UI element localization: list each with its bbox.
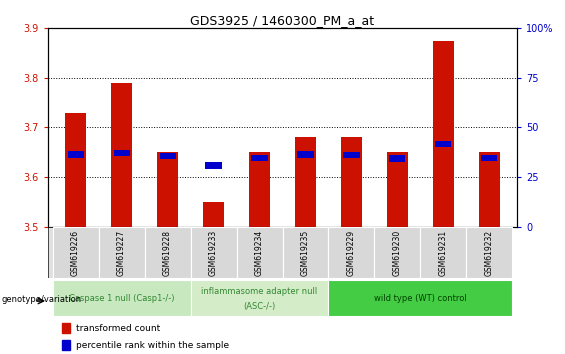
Text: GSM619235: GSM619235 [301, 230, 310, 276]
Bar [466, 227, 512, 278]
Bar [341, 137, 362, 227]
Text: Caspase 1 null (Casp1-/-): Caspase 1 null (Casp1-/-) [69, 294, 175, 303]
Bar [344, 152, 359, 158]
Text: GSM619230: GSM619230 [393, 230, 402, 276]
Bar [111, 83, 132, 227]
Bar [249, 152, 270, 227]
Bar [145, 227, 190, 278]
Text: transformed count: transformed count [76, 324, 160, 333]
Bar [206, 162, 221, 169]
Text: wild type (WT) control: wild type (WT) control [374, 294, 467, 303]
Bar [375, 227, 420, 278]
Bar [99, 227, 145, 278]
Text: GSM619227: GSM619227 [117, 230, 126, 276]
Text: (ASC-/-): (ASC-/-) [244, 302, 276, 311]
Text: percentile rank within the sample: percentile rank within the sample [76, 341, 229, 350]
Bar [203, 202, 224, 227]
Bar [190, 227, 237, 278]
Bar [159, 153, 176, 159]
Bar [62, 323, 71, 333]
Bar [481, 155, 497, 161]
Text: GSM619231: GSM619231 [439, 230, 448, 276]
Text: GSM619228: GSM619228 [163, 230, 172, 276]
Bar [190, 280, 328, 316]
Text: genotype/variation: genotype/variation [2, 295, 82, 304]
Text: GSM619226: GSM619226 [71, 230, 80, 276]
Title: GDS3925 / 1460300_PM_a_at: GDS3925 / 1460300_PM_a_at [190, 14, 375, 27]
Bar [420, 227, 466, 278]
Text: GSM619229: GSM619229 [347, 230, 356, 276]
Bar [328, 227, 375, 278]
Text: inflammasome adapter null: inflammasome adapter null [201, 287, 318, 296]
Bar [68, 152, 84, 158]
Bar [479, 152, 499, 227]
Bar [237, 227, 282, 278]
Text: GSM619234: GSM619234 [255, 230, 264, 276]
Text: GSM619232: GSM619232 [485, 230, 494, 276]
Bar [389, 155, 406, 162]
Bar [297, 152, 314, 158]
Bar [66, 113, 86, 227]
Bar [433, 41, 454, 227]
Bar [295, 137, 316, 227]
Bar [436, 141, 451, 147]
Bar [53, 280, 190, 316]
Bar [328, 280, 512, 316]
Bar [114, 150, 129, 156]
Bar [387, 152, 408, 227]
Bar [251, 155, 268, 161]
Bar [62, 340, 71, 350]
Bar [282, 227, 328, 278]
Text: GSM619233: GSM619233 [209, 230, 218, 276]
Bar [53, 227, 99, 278]
Bar [157, 152, 178, 227]
